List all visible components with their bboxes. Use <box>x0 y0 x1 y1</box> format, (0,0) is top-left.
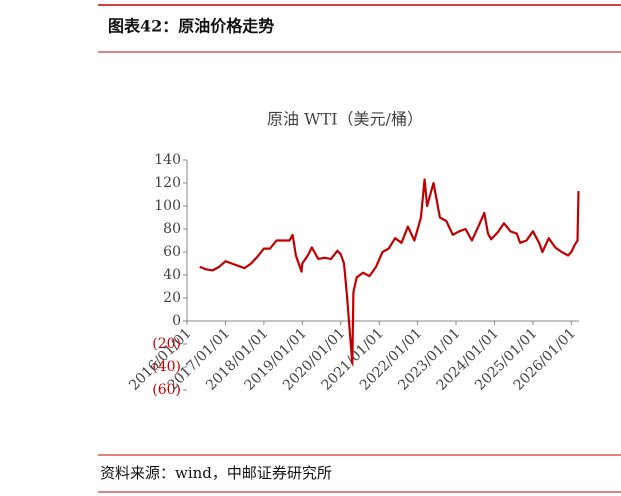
y-tick-label: 100 <box>154 198 181 214</box>
y-tick-label: (40) <box>152 359 181 375</box>
y-tick-label: 80 <box>163 221 181 237</box>
y-tick-label: 140 <box>154 152 181 168</box>
y-tick-label: 0 <box>172 313 181 329</box>
chart-title: 原油 WTI（美元/桶） <box>267 110 423 129</box>
y-tick-label: (60) <box>152 382 181 398</box>
price-line <box>199 178 580 365</box>
y-tick-label: (20) <box>152 336 181 352</box>
y-tick-label: 20 <box>163 290 181 306</box>
figure-title: 图表42：原油价格走势 <box>108 17 274 36</box>
y-tick-label: 120 <box>154 175 181 191</box>
source: 资料来源：wind，中邮证券研究所 <box>100 464 332 482</box>
y-tick-label: 60 <box>163 244 181 260</box>
y-tick-label: 40 <box>163 267 181 283</box>
